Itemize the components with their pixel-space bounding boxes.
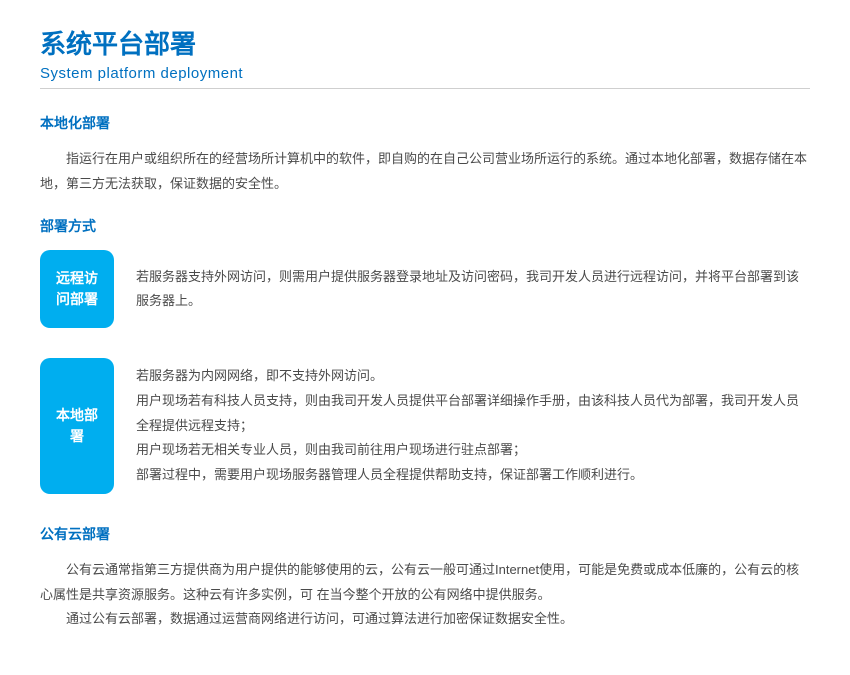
method-remote-tag: 远程访问部署 bbox=[40, 250, 114, 328]
method-local-line2: 用户现场若有科技人员支持，则由我司开发人员提供平台部署详细操作手册，由该科技人员… bbox=[136, 389, 810, 438]
method-remote-desc: 若服务器支持外网访问，则需用户提供服务器登录地址及访问密码，我司开发人员进行远程… bbox=[114, 250, 810, 328]
method-remote: 远程访问部署 若服务器支持外网访问，则需用户提供服务器登录地址及访问密码，我司开… bbox=[40, 250, 810, 328]
page-title-cn: 系统平台部署 bbox=[40, 24, 810, 61]
section-methods-heading: 部署方式 bbox=[40, 216, 810, 236]
section-local-paragraph: 指运行在用户或组织所在的经营场所计算机中的软件，即自购的在自己公司营业场所运行的… bbox=[40, 147, 810, 196]
method-local-line3: 用户现场若无相关专业人员，则由我司前往用户现场进行驻点部署； bbox=[136, 438, 810, 463]
method-local: 本地部署 若服务器为内网网络，即不支持外网访问。 用户现场若有科技人员支持，则由… bbox=[40, 358, 810, 493]
section-cloud-p1: 公有云通常指第三方提供商为用户提供的能够使用的云，公有云一般可通过Interne… bbox=[40, 558, 810, 607]
section-cloud-p2: 通过公有云部署，数据通过运营商网络进行访问，可通过算法进行加密保证数据安全性。 bbox=[40, 607, 810, 632]
method-local-line1: 若服务器为内网网络，即不支持外网访问。 bbox=[136, 364, 810, 389]
section-cloud-body: 公有云通常指第三方提供商为用户提供的能够使用的云，公有云一般可通过Interne… bbox=[40, 558, 810, 632]
section-local-heading: 本地化部署 bbox=[40, 113, 810, 133]
section-cloud-heading: 公有云部署 bbox=[40, 524, 810, 544]
method-local-line4: 部署过程中，需要用户现场服务器管理人员全程提供帮助支持，保证部署工作顺利进行。 bbox=[136, 463, 810, 488]
page-title-en: System platform deployment bbox=[40, 65, 810, 89]
method-local-tag: 本地部署 bbox=[40, 358, 114, 493]
method-local-desc: 若服务器为内网网络，即不支持外网访问。 用户现场若有科技人员支持，则由我司开发人… bbox=[114, 358, 810, 493]
